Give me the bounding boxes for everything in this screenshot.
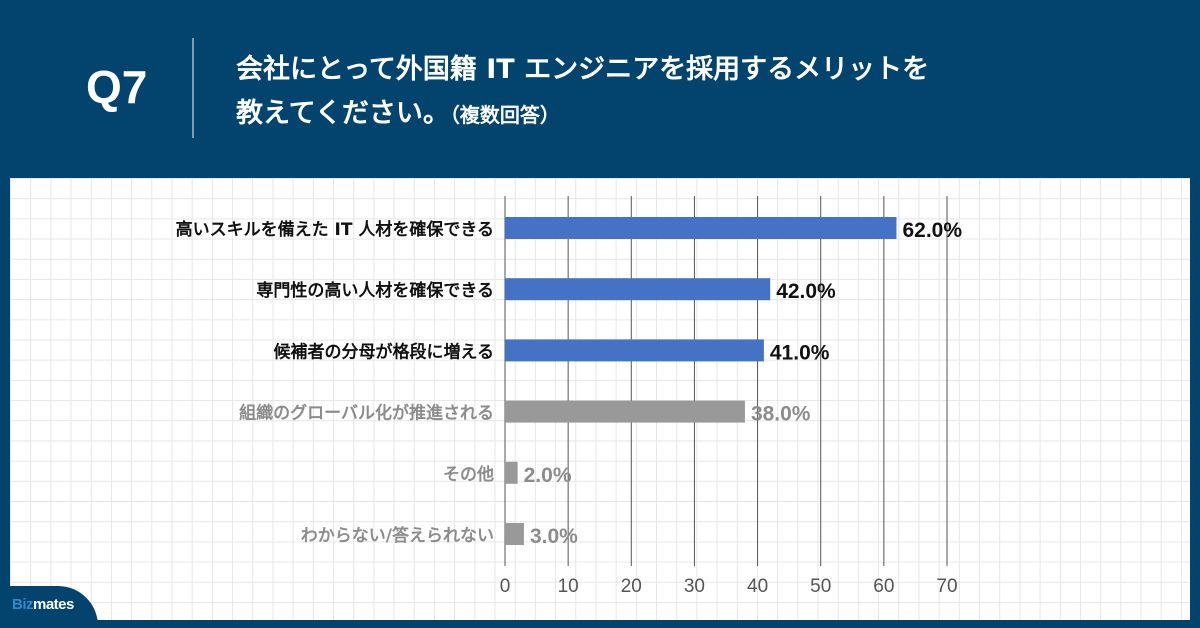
x-tick-label: 70	[936, 576, 957, 597]
chart-panel	[10, 178, 1190, 620]
bar	[505, 461, 518, 484]
x-tick-label: 30	[684, 576, 705, 597]
value-label: 42.0%	[776, 280, 836, 303]
value-label: 3.0%	[530, 525, 578, 548]
x-tick-label: 50	[810, 576, 831, 597]
bizmates-logo: Bizmates	[0, 586, 98, 628]
x-tick-label: 60	[873, 576, 894, 597]
title-note: （複数回答）	[449, 103, 560, 127]
category-label: 専門性の高い人材を確保できる	[256, 280, 494, 301]
value-label: 62.0%	[902, 219, 962, 242]
logo-part-2: mates	[33, 596, 74, 613]
x-tick-label: 10	[558, 576, 579, 597]
value-label: 38.0%	[751, 403, 811, 426]
logo-part-1: Biz	[12, 596, 34, 613]
x-tick-label: 0	[500, 576, 511, 597]
question-title: 会社にとって外国籍 IT エンジニアを採用するメリットを 教えてください。（複数…	[236, 48, 929, 137]
bar	[505, 339, 764, 362]
value-label: 41.0%	[770, 341, 830, 364]
header-divider	[192, 38, 194, 138]
category-label: その他	[443, 464, 494, 485]
x-tick-label: 20	[621, 576, 642, 597]
bar	[505, 400, 745, 423]
title-line-1: 会社にとって外国籍 IT エンジニアを採用するメリットを	[236, 54, 930, 85]
value-label: 2.0%	[524, 464, 572, 487]
x-tick-label: 40	[747, 576, 768, 597]
question-number: Q7	[86, 61, 148, 113]
bar	[505, 523, 524, 545]
category-label: 高いスキルを備えた IT 人材を確保できる	[176, 219, 494, 240]
title-line-2: 教えてください。（複数回答）	[236, 92, 929, 137]
bar	[505, 217, 897, 239]
category-label: 組織のグローバル化が推進される	[239, 403, 494, 424]
category-label: 候補者の分母が格段に増える	[274, 341, 495, 362]
title-line-2-text: 教えてください。	[236, 98, 450, 129]
category-label: わからない/答えられない	[301, 525, 494, 546]
bar	[505, 278, 771, 301]
